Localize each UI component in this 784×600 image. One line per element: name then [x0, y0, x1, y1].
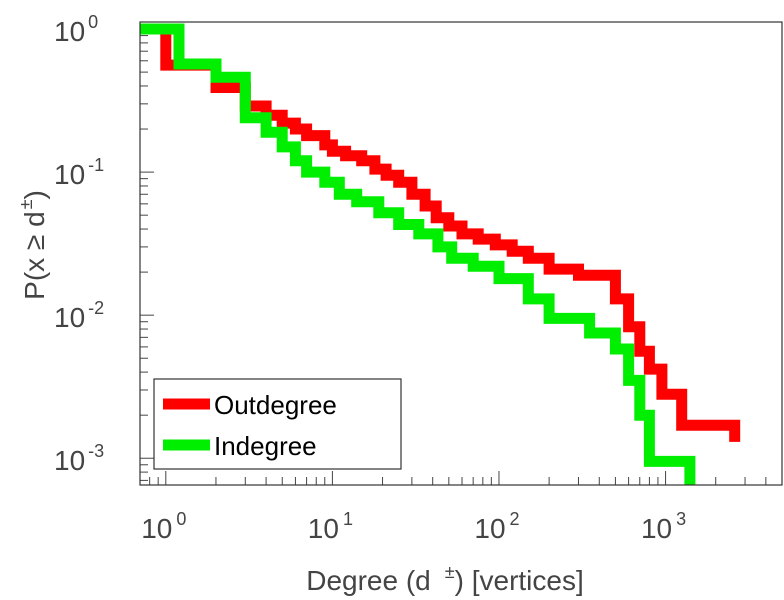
x-axis-label: Degree (d ±) [vertices] [306, 562, 584, 596]
y-tick-label: 10 -2 [54, 298, 104, 333]
legend-label-indegree: Indegree [214, 431, 317, 461]
y-axis-label: P(x ≥ d±) [16, 190, 50, 300]
x-tick-label: 10 3 [641, 509, 686, 544]
y-tick-label: 10 -3 [54, 441, 104, 476]
x-tick-labels: 10 0 10 1 10 2 10 3 [141, 509, 686, 544]
x-tick-label: 10 1 [308, 509, 353, 544]
series-line-indegree [140, 23, 696, 485]
y-tick-label: 10 -1 [54, 155, 104, 190]
legend-label-outdegree: Outdegree [214, 390, 337, 420]
x-tick-label: 10 0 [141, 509, 186, 544]
legend: Outdegree Indegree [153, 378, 402, 470]
series-line-outdegree [140, 23, 741, 442]
legend-box [153, 378, 402, 470]
x-tick-label: 10 2 [474, 509, 519, 544]
y-tick-label: 10 0 [54, 12, 98, 47]
plot-frame [139, 21, 783, 486]
series-layer [140, 23, 741, 485]
minor-ticks [139, 28, 783, 485]
